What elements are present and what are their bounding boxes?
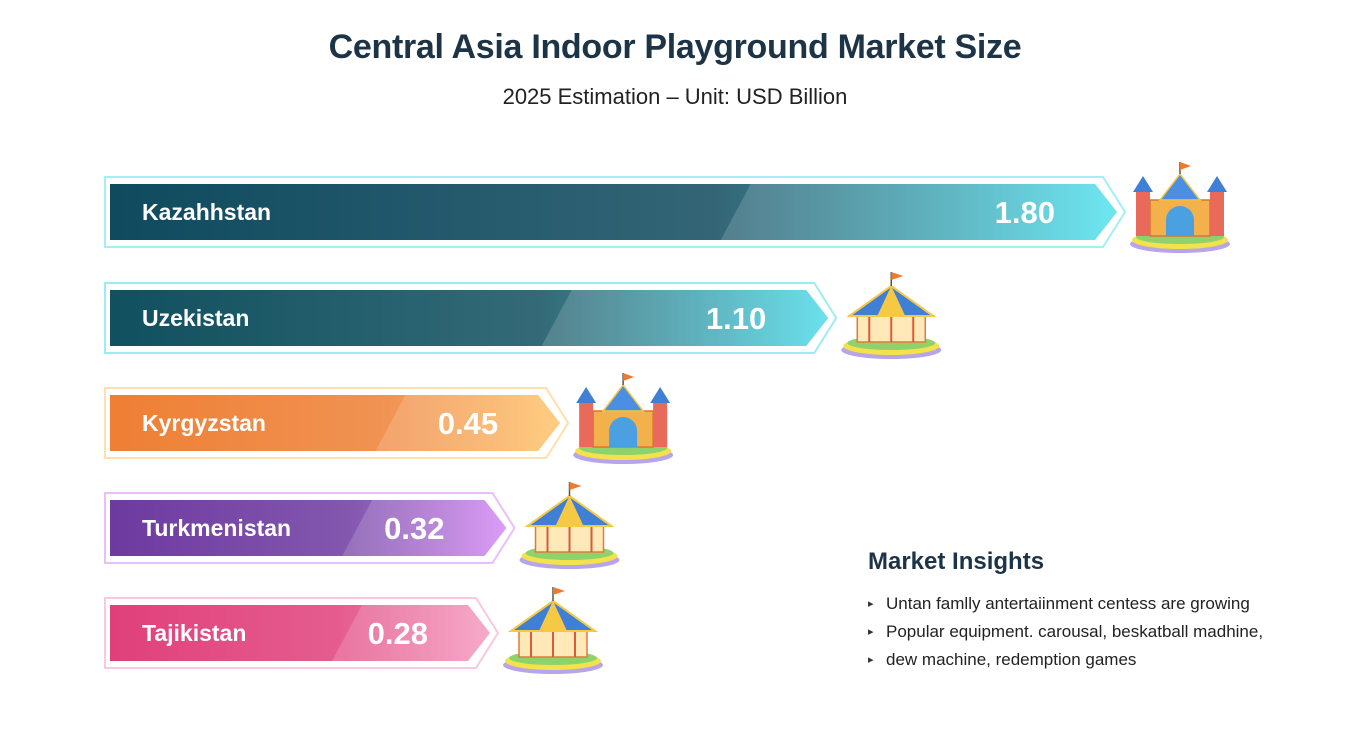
bar-highlight <box>331 605 490 661</box>
carousel-icon <box>841 272 942 359</box>
bar <box>110 395 561 451</box>
bullet-icon: ▸ <box>868 598 874 610</box>
bar <box>110 290 829 346</box>
bar-frame <box>104 176 1127 248</box>
bar-frame <box>104 597 500 669</box>
bar-value-label: 1.80 <box>995 195 1055 230</box>
chart-subtitle: 2025 Estimation – Unit: USD Billion <box>502 84 848 109</box>
bar-label: Kazahhstan <box>142 199 271 225</box>
bar-label: Turkmenistan <box>142 515 291 541</box>
bar-value-label: 0.45 <box>438 406 498 441</box>
bullet-icon: ▸ <box>868 626 874 638</box>
carousel-icon <box>503 587 603 674</box>
bar-highlight <box>342 500 507 556</box>
insights-title: Market Insights <box>868 548 1045 575</box>
bar <box>110 605 490 661</box>
insight-text: Untan famlly antertaiinment centess are … <box>886 594 1250 613</box>
bar-highlight <box>720 184 1117 240</box>
castle-icon <box>573 373 674 464</box>
bar <box>110 184 1117 240</box>
insight-item: ▸ dew machine, redemption games <box>868 646 1338 674</box>
insight-text: Popular equipment. carousal, beskatball … <box>886 622 1264 641</box>
bar <box>110 500 507 556</box>
bar-value-label: 0.28 <box>368 616 428 651</box>
insight-text: dew machine, redemption games <box>886 650 1137 669</box>
market-insights-panel: Market Insights ▸ Untan famlly antertaii… <box>868 548 1338 674</box>
bar-label: Uzekistan <box>142 305 249 331</box>
bar-value-label: 1.10 <box>706 301 766 336</box>
bullet-icon: ▸ <box>868 654 874 666</box>
bar-frame <box>104 282 838 354</box>
bar-highlight <box>541 290 829 346</box>
carousel-icon <box>519 482 620 569</box>
insight-item: ▸ Untan famlly antertaiinment centess ar… <box>868 590 1338 618</box>
bar-value-label: 0.32 <box>384 511 444 546</box>
insight-item: ▸ Popular equipment. carousal, beskatbal… <box>868 618 1338 646</box>
bar-label: Kyrgyzstan <box>142 410 266 436</box>
bar-label: Tajikistan <box>142 620 246 646</box>
bar-frame <box>104 492 516 564</box>
chart-title: Central Asia Indoor Playground Market Si… <box>328 28 1022 66</box>
bar-frame <box>104 387 570 459</box>
castle-icon <box>1130 162 1230 253</box>
bar-highlight <box>375 395 561 451</box>
